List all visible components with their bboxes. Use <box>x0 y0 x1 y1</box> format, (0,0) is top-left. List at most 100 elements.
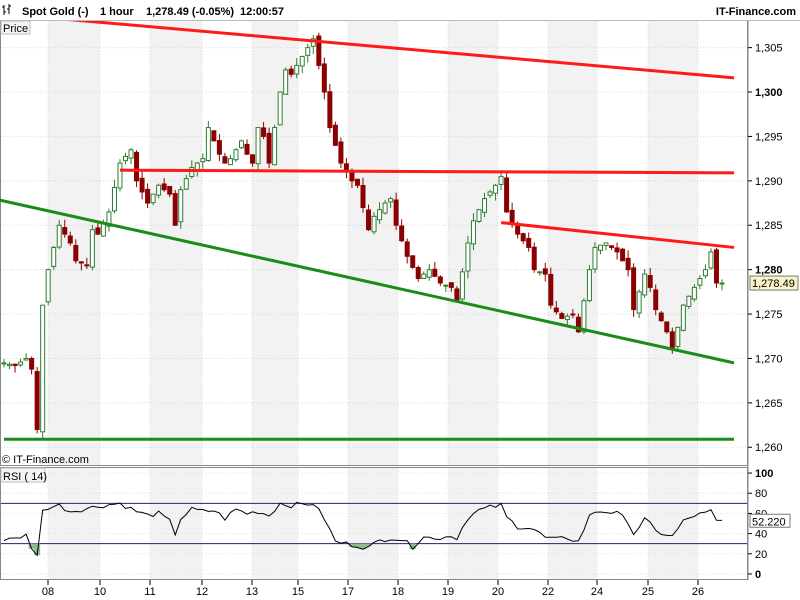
candle-body <box>542 268 548 275</box>
trendlines <box>0 12 735 441</box>
candle-body <box>691 286 697 300</box>
candle-body <box>1 362 7 365</box>
candle-body <box>625 257 631 271</box>
price-tick-label: 1,280 <box>755 265 783 277</box>
candle-body <box>338 141 344 164</box>
timeframe[interactable]: 1 hour <box>100 6 134 18</box>
candle-body <box>266 132 272 164</box>
rsi-tag: 52.220 <box>749 513 791 528</box>
last-change: 1,278.49 (-0.05%) <box>146 6 234 18</box>
trendline <box>500 221 735 249</box>
price-tick-label: 1,295 <box>755 131 783 143</box>
candle-body <box>283 69 289 95</box>
candle-body <box>67 235 73 244</box>
candle-body <box>548 273 554 306</box>
candle-body <box>377 209 383 221</box>
price-y-axis: 1,260 1,265 1,270 1,275 1,280 1,285 1,290 1,295… <box>748 43 783 454</box>
candle-body <box>156 184 162 196</box>
candle-body <box>642 273 648 296</box>
rsi-label: RSI ( 14) <box>3 471 47 483</box>
price-tick-label: 1,305 <box>755 43 783 55</box>
day-shading <box>48 21 698 579</box>
candle-body <box>227 158 233 166</box>
shade-band <box>252 468 298 579</box>
candle-body <box>172 193 178 226</box>
candle-body <box>250 154 256 164</box>
candle-body <box>299 56 305 67</box>
candle-body <box>100 222 106 237</box>
candle-body <box>410 255 416 268</box>
candle-body <box>448 282 454 288</box>
candle-body <box>504 177 510 213</box>
candle-body <box>393 199 399 226</box>
x-tick-label: 24 <box>591 586 603 598</box>
x-tick-label: 10 <box>94 586 106 598</box>
candle-body <box>316 35 322 66</box>
shade-band <box>448 468 498 579</box>
x-axis: 08 10 11 12 13 15 17 18 19 20 22 24 25 26 <box>42 580 704 598</box>
chart-type-icon[interactable] <box>2 4 11 15</box>
candle-body <box>371 215 377 233</box>
candle-body <box>117 162 123 189</box>
x-tick-label: 22 <box>542 586 554 598</box>
candle-body <box>564 315 570 321</box>
candle-body <box>426 269 432 278</box>
candle-body <box>702 269 708 277</box>
rsi-tick-label: 20 <box>755 549 767 561</box>
brand-link[interactable]: IT-Finance.com <box>716 6 796 18</box>
candle-body <box>553 307 559 313</box>
timestamp: 12:00:57 <box>240 6 284 18</box>
x-tick-label: 11 <box>144 586 155 598</box>
candle-body <box>7 363 13 367</box>
candle-body <box>609 245 615 248</box>
candle-body <box>238 140 244 149</box>
rsi-tick-label: 100 <box>755 468 773 480</box>
candle-body <box>189 167 195 178</box>
candle-body <box>62 227 68 235</box>
candle-body <box>167 185 173 195</box>
candle-body <box>360 185 366 208</box>
candle-body <box>476 209 482 222</box>
candle-body <box>559 313 565 319</box>
candle-body <box>73 244 79 262</box>
candle-body <box>520 233 526 242</box>
x-tick-label: 19 <box>442 586 454 598</box>
price-label-box <box>0 20 31 35</box>
candle-body <box>178 189 184 223</box>
candle-body <box>233 149 239 161</box>
candle-body <box>664 321 670 333</box>
candle-body <box>272 127 278 166</box>
candle-body <box>603 242 609 247</box>
candle-body <box>437 276 443 284</box>
candle-body <box>498 175 504 185</box>
rsi-series <box>3 501 723 557</box>
candle-body <box>40 304 46 433</box>
candle-body <box>327 91 333 129</box>
candle-body <box>614 247 620 253</box>
rsi-line <box>3 501 723 557</box>
candle-body <box>161 183 167 191</box>
candle-body <box>321 63 327 93</box>
x-tick-label: 25 <box>642 586 654 598</box>
candle-body <box>399 225 405 242</box>
candle-body <box>713 249 719 284</box>
candle-body <box>586 269 592 302</box>
candle-body <box>653 289 659 311</box>
candle-body <box>581 300 587 333</box>
candle-body <box>349 171 355 182</box>
candle-body <box>697 278 703 286</box>
candle-body <box>631 267 637 311</box>
x-tick-label: 13 <box>246 586 258 598</box>
candle-body <box>708 251 714 269</box>
candle-body <box>675 326 681 347</box>
candle-body <box>465 242 471 272</box>
candle-body <box>95 227 101 235</box>
price-tick-label: 1,270 <box>755 353 783 365</box>
candle-body <box>366 209 372 231</box>
x-tick-label: 18 <box>392 586 404 598</box>
candle-body <box>470 220 476 245</box>
rsi-tick-label: 80 <box>755 488 767 500</box>
candle-body <box>123 155 129 162</box>
shade-band <box>548 468 597 579</box>
candle-body <box>205 127 211 162</box>
